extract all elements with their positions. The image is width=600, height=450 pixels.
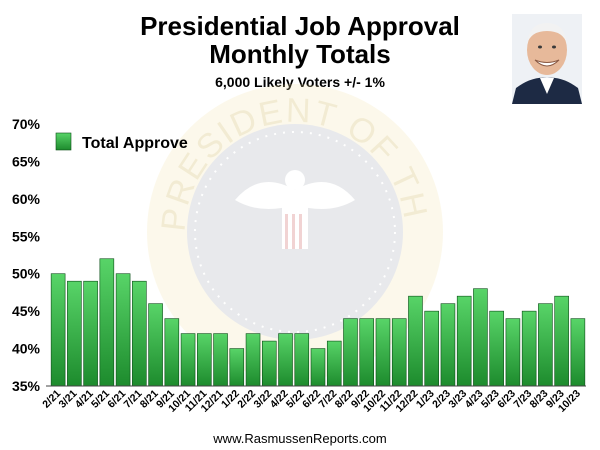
bar-7-22	[326, 340, 342, 387]
chart-title: Presidential Job Approval Monthly Totals	[0, 12, 600, 68]
bar-7-23	[521, 310, 537, 387]
y-tick-label: 60%	[12, 191, 41, 207]
bar-4-23	[473, 288, 488, 387]
bar-6-21	[115, 273, 131, 387]
title-line-2: Monthly Totals	[209, 39, 391, 69]
bar-12-22	[408, 295, 423, 387]
bar-9-21	[164, 318, 180, 387]
legend-swatch	[55, 132, 72, 151]
bar-11-22	[391, 318, 407, 387]
bar-8-23	[538, 303, 553, 387]
bar-2-21	[50, 273, 66, 387]
bar-2-22	[245, 333, 261, 387]
y-tick-label: 40%	[12, 341, 41, 357]
bar-4-21	[83, 280, 98, 387]
bar-7-21	[132, 280, 147, 387]
bar-3-22	[261, 340, 277, 387]
bar-11-21	[197, 333, 212, 387]
bar-10-21	[180, 333, 196, 387]
y-tick-label: 65%	[12, 153, 41, 169]
bar-5-21	[99, 258, 115, 387]
bar-10-22	[375, 318, 391, 387]
bar-12-21	[213, 333, 228, 387]
bar-8-21	[148, 303, 163, 387]
chart-subtitle: 6,000 Likely Voters +/- 1%	[215, 74, 385, 90]
bar-5-23	[489, 310, 504, 387]
bar-3-21	[67, 280, 82, 387]
y-tick-label: 50%	[12, 266, 41, 282]
bar-6-22	[310, 348, 326, 387]
bar-6-23	[505, 318, 521, 387]
source-footer: www.RasmussenReports.com	[213, 431, 387, 446]
bar-8-22	[343, 318, 358, 387]
title-line-1: Presidential Job Approval	[140, 11, 460, 41]
bar-1-22	[229, 348, 245, 387]
legend-label: Total Approve	[82, 135, 188, 152]
y-tick-label: 35%	[12, 378, 41, 394]
bar-4-22	[278, 333, 293, 387]
bar-10-23	[570, 318, 586, 387]
bar-9-22	[359, 318, 375, 387]
y-tick-label: 55%	[12, 228, 41, 244]
bar-5-22	[294, 333, 310, 387]
president-portrait	[512, 14, 582, 104]
y-tick-label: 70%	[12, 116, 41, 132]
y-tick-label: 45%	[12, 303, 41, 319]
bar-9-23	[554, 295, 569, 387]
bar-1-23	[424, 310, 439, 387]
bar-3-23	[456, 295, 472, 387]
bar-2-23	[440, 303, 456, 387]
